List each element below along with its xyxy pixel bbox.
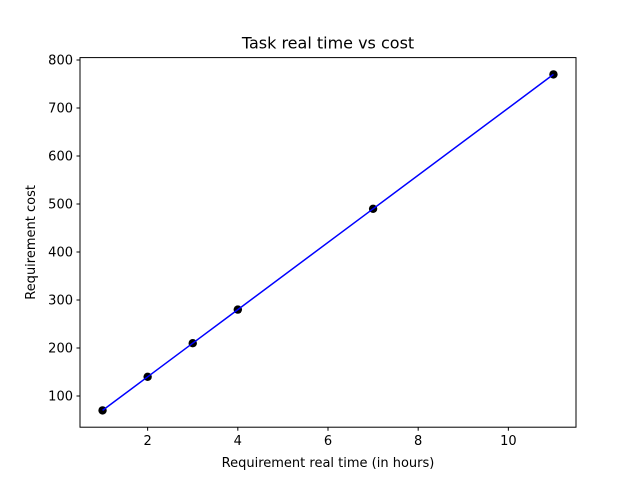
plot-area (98, 70, 558, 415)
x-axis: 2 4 6 8 10 (143, 427, 517, 449)
x-tick-label: 8 (414, 434, 422, 449)
y-tick-label: 800 (48, 54, 73, 69)
x-tick-label: 4 (234, 434, 242, 449)
x-tick-label: 6 (324, 434, 332, 449)
chart-title: Task real time vs cost (241, 34, 414, 53)
y-tick-label: 400 (48, 246, 73, 261)
y-axis-title: Requirement cost (24, 185, 39, 300)
y-tick-label: 100 (48, 390, 73, 405)
x-axis-title: Requirement real time (in hours) (222, 456, 435, 471)
x-tick-label: 10 (500, 434, 517, 449)
x-tick-label: 2 (143, 434, 151, 449)
y-tick-label: 600 (48, 150, 73, 165)
y-axis: 100 200 300 400 500 600 700 800 (48, 54, 80, 405)
y-tick-label: 300 (48, 294, 73, 309)
y-tick-label: 500 (48, 198, 73, 213)
y-tick-label: 200 (48, 342, 73, 357)
y-tick-label: 700 (48, 102, 73, 117)
series-line (102, 73, 554, 412)
